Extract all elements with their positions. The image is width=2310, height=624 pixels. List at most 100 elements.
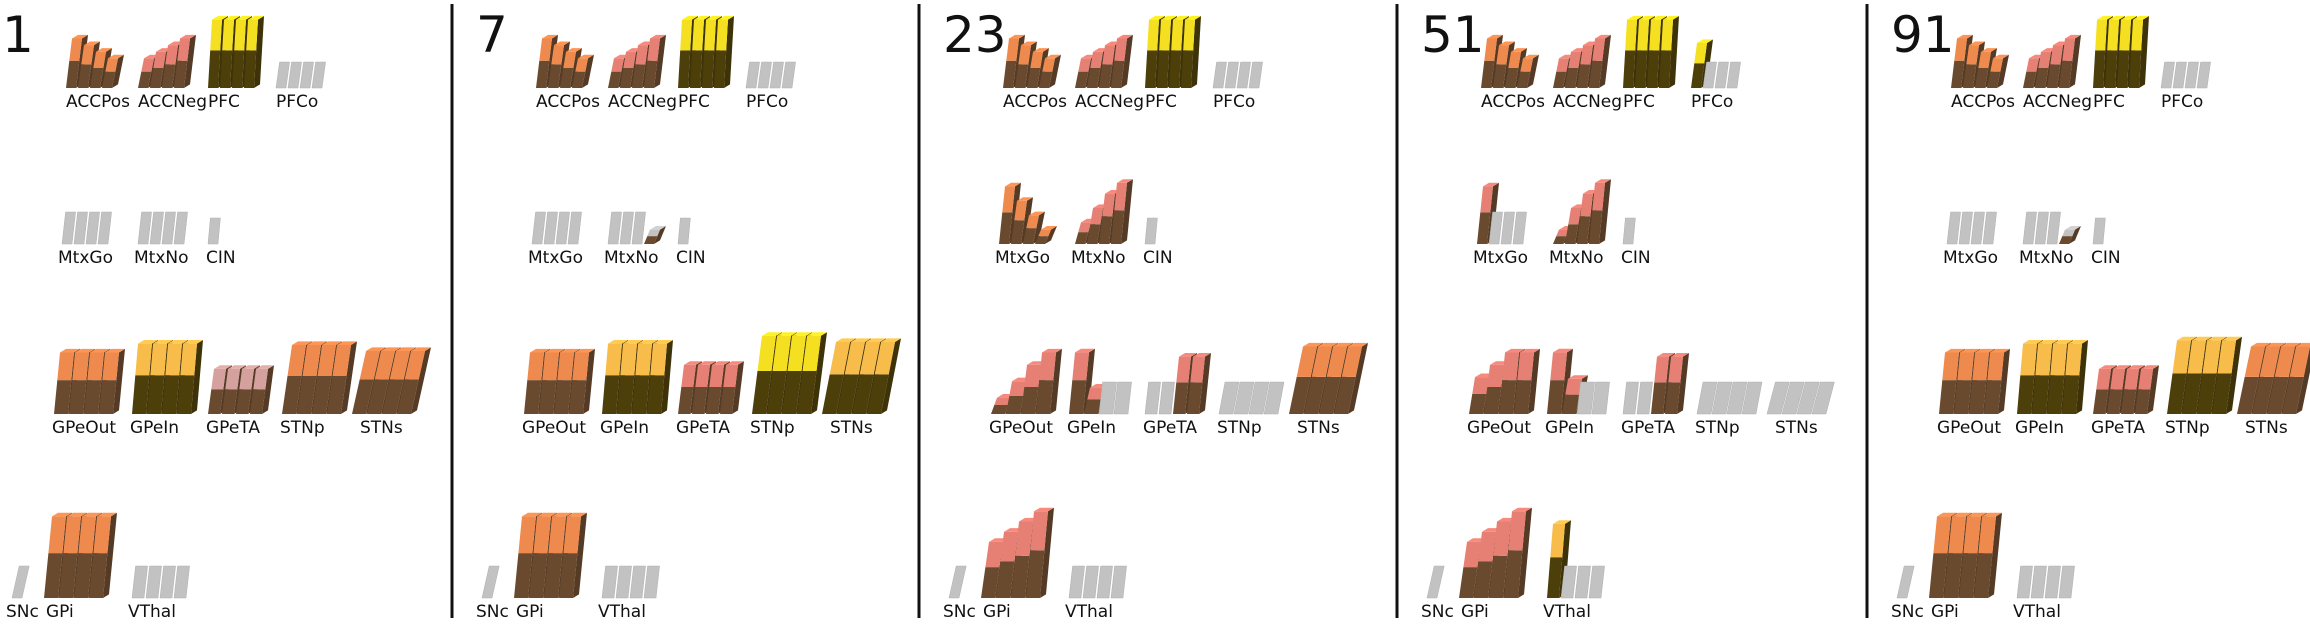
inactive-unit-bar <box>1082 565 1099 599</box>
unit-bar-cap <box>1303 342 1323 347</box>
unit-bar-front <box>2035 68 2049 88</box>
unit-bar-top <box>404 351 425 380</box>
inactive-unit-bar <box>1622 381 1639 415</box>
unit-bar-cap <box>2068 340 2088 344</box>
unit-group-gpeta: GPeTA <box>1143 353 1211 438</box>
unit-bar-cap <box>90 348 110 353</box>
unit-group-gpeout: GPeOut <box>52 348 125 438</box>
unit-bar-front <box>1187 382 1203 414</box>
unit-bar-front <box>1021 386 1039 414</box>
inactive-unit-bar <box>97 211 112 245</box>
unit-bar-front <box>2252 376 2274 414</box>
unit-group-gpein: GPeIn <box>1067 348 1132 438</box>
unit-bar-front <box>1562 394 1580 414</box>
unit-bar-front <box>514 553 533 598</box>
frame-1: 1 ACCPos ACCNeg PFC PFCo MtxGo MtxNo CIN GPeOut G… <box>2 6 431 622</box>
unit-bar-side <box>1348 342 1368 414</box>
unit-bar-front <box>1111 210 1125 244</box>
unit-bar-top <box>180 343 197 376</box>
unit-label: ACCPos <box>66 92 130 112</box>
unit-group-pfc: PFC <box>1145 16 1201 112</box>
inactive-unit-bar <box>1426 565 1445 599</box>
unit-label: GPeOut <box>1937 418 2001 438</box>
unit-bar-front <box>59 553 78 598</box>
unit-bar-cap <box>1045 54 1061 59</box>
unit-label: STNp <box>1217 418 1262 438</box>
inactive-unit-bar <box>1574 565 1591 599</box>
unit-bar-top <box>1625 19 1637 51</box>
unit-bar-front <box>1944 553 1963 598</box>
unit-bar-front <box>367 379 389 414</box>
unit-bar-cap <box>2113 365 2131 369</box>
unit-bar-top <box>2217 340 2236 374</box>
unit-bar-cap <box>1041 226 1057 230</box>
unit-bar-front <box>996 561 1015 598</box>
unit-bar-top <box>611 58 624 72</box>
unit-bar-front <box>539 380 557 414</box>
unit-label: MtxGo <box>1473 248 1528 268</box>
unit-bar-front <box>150 68 164 88</box>
unit-bar-cap <box>248 16 264 20</box>
unit-bar-front <box>1589 210 1603 244</box>
unit-bar-top <box>165 45 178 65</box>
inactive-unit-bar <box>2058 565 2075 599</box>
unit-label: GPeOut <box>522 418 586 438</box>
unit-bar-cap <box>2296 342 2310 347</box>
unit-label: MtxNo <box>134 248 189 268</box>
frame-number: 23 <box>943 6 1007 64</box>
inactive-unit-bar <box>1144 381 1161 415</box>
unit-bar-cap <box>1993 54 2009 59</box>
unit-bar-cap <box>522 512 542 517</box>
unit-group-stnp: STNp <box>280 341 357 438</box>
unit-bar-top <box>2138 368 2153 390</box>
unit-bar-cap <box>2281 342 2301 347</box>
unit-bar-top <box>93 51 106 69</box>
unit-group-snc: SNc <box>1421 565 1454 622</box>
unit-group-stns: STNs <box>352 347 431 438</box>
unit-label: VThal <box>128 602 176 620</box>
unit-bar-front <box>2182 373 2202 414</box>
inactive-unit-bar <box>85 211 100 245</box>
inactive-unit-bar <box>481 565 500 599</box>
unit-bar-front <box>767 370 787 414</box>
unit-label: ACCNeg <box>1075 92 1144 112</box>
unit-label: STNp <box>280 418 325 438</box>
unit-bar-cap <box>2192 336 2212 341</box>
unit-bar-top <box>1296 346 1317 377</box>
unit-bar-front <box>602 375 620 414</box>
unit-bar-front <box>1145 50 1158 88</box>
unit-bar-front <box>1565 224 1579 244</box>
unit-bar-front <box>69 380 87 414</box>
unit-bar-front <box>1984 380 2002 414</box>
unit-bar-front <box>250 389 266 414</box>
unit-group-cin: CIN <box>206 217 236 268</box>
unit-bar-front <box>132 375 150 414</box>
unit-bar-cap <box>236 16 252 20</box>
unit-bar-top <box>332 345 351 377</box>
unit-bar-top <box>1565 378 1582 395</box>
unit-bar-front <box>236 389 252 414</box>
unit-bar-cap <box>623 340 643 344</box>
unit-bar-cap <box>851 338 871 342</box>
unit-bar-front <box>177 375 195 414</box>
unit-bar-front <box>569 380 587 414</box>
unit-bar-cap <box>2207 336 2227 341</box>
unit-bar-top <box>2119 19 2131 51</box>
unit-bar-front <box>1959 553 1978 598</box>
unit-bar-cap <box>2023 340 2043 344</box>
unit-bar-top <box>1072 352 1089 381</box>
unit-label: MtxNo <box>2019 248 2074 268</box>
unit-bar-front <box>2017 375 2035 414</box>
unit-bar-cap <box>2038 340 2058 344</box>
unit-bar-top <box>802 335 821 371</box>
unit-bar-top <box>1550 523 1565 558</box>
unit-bar-front <box>1499 380 1517 414</box>
unit-label: MtxNo <box>1549 248 1604 268</box>
inactive-unit-bar <box>1236 61 1251 89</box>
unit-bar-front <box>632 64 646 88</box>
unit-bar-top <box>2062 38 2075 61</box>
unit-bar-front <box>2212 373 2232 414</box>
unit-bar-top <box>1114 182 1127 211</box>
unit-bar-top <box>1654 356 1669 383</box>
unit-bar-cap <box>1969 41 1985 46</box>
